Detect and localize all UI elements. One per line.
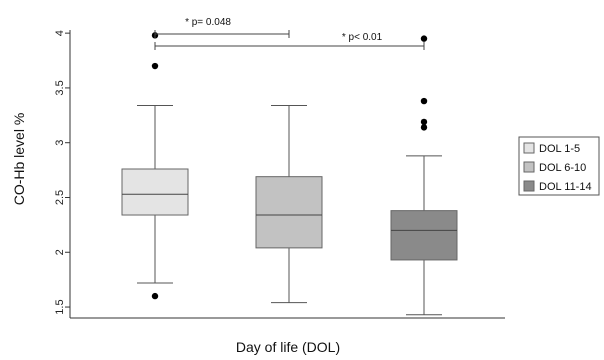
outlier-point: [151, 292, 159, 300]
outlier-point: [420, 118, 428, 126]
x-axis-title: Day of life (DOL): [236, 339, 340, 355]
y-tick-label: 3.5: [54, 80, 66, 95]
significance-label: * p< 0.01: [342, 32, 383, 43]
y-tick-label: 4: [54, 30, 66, 36]
outlier-point: [151, 62, 159, 70]
significance-label: * p= 0.048: [185, 17, 231, 28]
legend-swatch: [523, 180, 535, 192]
outlier-point: [420, 97, 428, 105]
box-2: [255, 176, 323, 249]
legend-label: DOL 1-5: [539, 143, 580, 155]
outlier-point: [420, 124, 428, 131]
box-1: [121, 168, 189, 216]
legend-swatch: [523, 142, 535, 154]
outlier-point: [420, 35, 428, 42]
legend-label: DOL 11-14: [539, 181, 592, 193]
y-tick-label: 1.5: [54, 299, 66, 314]
legend-label: DOL 6-10: [539, 162, 586, 174]
y-tick-label: 3: [54, 140, 66, 146]
box-3: [390, 210, 458, 261]
y-axis-title: CO-Hb level %: [11, 113, 27, 206]
y-tick-label: 2: [54, 249, 66, 255]
legend-swatch: [523, 161, 535, 173]
y-tick-label: 2.5: [54, 190, 66, 205]
